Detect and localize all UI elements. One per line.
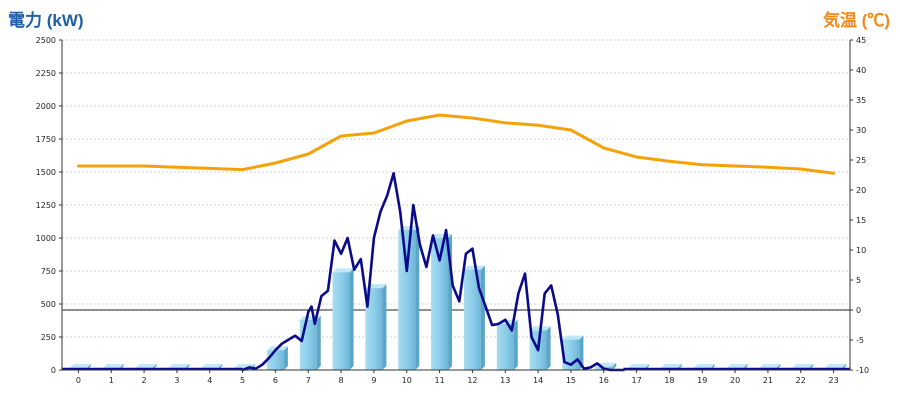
power-bar-face xyxy=(463,269,481,370)
right-tick-label: 40 xyxy=(856,66,866,75)
x-tick-label: 11 xyxy=(434,376,444,385)
x-tick-label: 15 xyxy=(566,376,576,385)
left-tick-label: 250 xyxy=(41,333,56,342)
power-bar-face xyxy=(365,288,383,370)
power-bar-face xyxy=(266,350,284,370)
x-tick-label: 10 xyxy=(402,376,412,385)
x-tick-label: 5 xyxy=(240,376,245,385)
x-tick-label: 0 xyxy=(76,376,81,385)
left-tick-label: 750 xyxy=(41,267,56,276)
right-tick-label: 0 xyxy=(856,306,861,315)
power-bar-side xyxy=(316,315,321,370)
x-tick-label: 13 xyxy=(500,376,510,385)
left-tick-label: 2000 xyxy=(36,102,56,111)
power-bar-top xyxy=(135,364,157,369)
x-tick-label: 22 xyxy=(796,376,806,385)
power-bar-top xyxy=(168,364,190,369)
x-tick-label: 4 xyxy=(207,376,212,385)
x-tick-label: 21 xyxy=(763,376,773,385)
power-bar-side xyxy=(415,226,420,370)
left-tick-label: 1500 xyxy=(36,168,56,177)
left-tick-label: 1000 xyxy=(36,234,56,243)
power-bar xyxy=(398,226,420,370)
temperature-line xyxy=(76,113,836,175)
power-bar-top xyxy=(69,364,91,369)
power-bar-top xyxy=(102,364,124,369)
right-axis-title: 気温 (℃) xyxy=(822,11,890,30)
power-bar-top xyxy=(201,364,223,369)
power-bar-side xyxy=(283,346,288,370)
axis-layer: 02505007501000125015001750200022502500-1… xyxy=(36,36,869,385)
left-tick-label: 1750 xyxy=(36,135,56,144)
x-tick-label: 6 xyxy=(273,376,278,385)
power-bar-top xyxy=(726,364,748,369)
right-tick-label: 25 xyxy=(856,156,866,165)
x-tick-label: 7 xyxy=(306,376,311,385)
power-bar-face xyxy=(496,323,514,370)
power-bar-side xyxy=(349,268,354,370)
left-tick-label: 2250 xyxy=(36,69,56,78)
x-tick-label: 2 xyxy=(142,376,147,385)
x-tick-label: 17 xyxy=(631,376,641,385)
x-tick-label: 18 xyxy=(664,376,674,385)
x-tick-label: 8 xyxy=(339,376,344,385)
power-bar-top xyxy=(825,364,847,369)
left-tick-label: 1250 xyxy=(36,201,56,210)
left-axis-title: 電力 (kW) xyxy=(8,11,84,30)
line-layer xyxy=(62,113,850,372)
x-tick-label: 19 xyxy=(697,376,707,385)
right-tick-label: 20 xyxy=(856,186,866,195)
power-bar-side xyxy=(513,319,518,370)
grid-layer xyxy=(62,39,850,371)
power-bar xyxy=(463,265,485,370)
x-tick-label: 9 xyxy=(371,376,376,385)
right-tick-label: 35 xyxy=(856,96,866,105)
power-bar-top xyxy=(759,364,781,369)
left-tick-label: 0 xyxy=(51,366,56,375)
x-tick-label: 12 xyxy=(467,376,477,385)
right-tick-label: -5 xyxy=(856,336,864,345)
right-tick-label: 45 xyxy=(856,36,866,45)
bar-layer xyxy=(69,226,847,370)
right-tick-label: -10 xyxy=(856,366,869,375)
power-bar-side xyxy=(382,284,387,370)
power-bar-side xyxy=(480,265,485,370)
right-tick-label: 10 xyxy=(856,246,866,255)
power-bar xyxy=(332,268,354,370)
power-bar-top xyxy=(628,364,650,369)
power-bar xyxy=(496,319,518,370)
power-bar-top xyxy=(332,268,354,273)
x-tick-label: 3 xyxy=(174,376,179,385)
power-bar-face xyxy=(398,230,416,370)
power-bar-face xyxy=(332,272,350,370)
x-tick-label: 23 xyxy=(828,376,838,385)
power-bar xyxy=(299,315,321,370)
right-tick-label: 15 xyxy=(856,216,866,225)
power-bar-face xyxy=(431,238,449,370)
power-bar-top xyxy=(398,226,420,231)
power-bar-top xyxy=(660,364,682,369)
left-tick-label: 2500 xyxy=(36,36,56,45)
x-tick-label: 16 xyxy=(599,376,609,385)
power-bar-side xyxy=(612,362,617,370)
right-tick-label: 30 xyxy=(856,126,866,135)
x-tick-label: 20 xyxy=(730,376,740,385)
power-line xyxy=(241,172,625,372)
x-tick-label: 14 xyxy=(533,376,543,385)
power-bar-top xyxy=(792,364,814,369)
right-tick-label: 5 xyxy=(856,276,861,285)
power-bar-face xyxy=(299,319,317,370)
x-tick-label: 1 xyxy=(109,376,114,385)
left-tick-label: 500 xyxy=(41,300,56,309)
power-bar-side xyxy=(546,326,551,370)
power-bar-top xyxy=(693,364,715,369)
power-bar-top xyxy=(562,335,584,340)
